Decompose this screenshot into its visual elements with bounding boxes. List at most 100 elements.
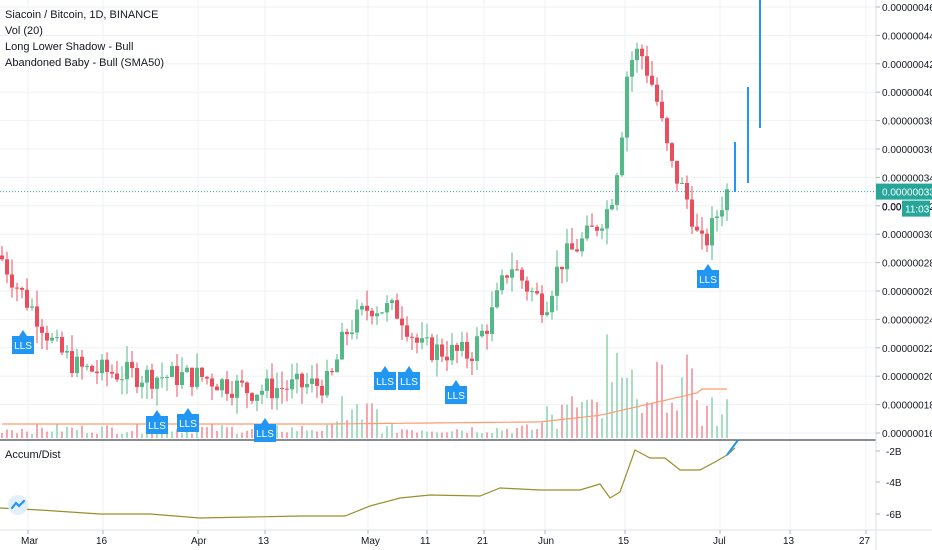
candle-body <box>80 356 84 367</box>
volume-bar <box>176 429 178 438</box>
candle-body <box>250 393 254 401</box>
volume-bar <box>711 397 713 438</box>
candle-body <box>265 378 269 391</box>
time-tick-label: Mar <box>21 536 39 547</box>
candle-body <box>410 336 414 338</box>
candle-body <box>575 249 579 252</box>
candle-body <box>200 367 204 377</box>
volume-bar <box>361 419 363 438</box>
volume-bar <box>531 429 533 438</box>
candle-body <box>215 386 219 391</box>
volume-bar <box>511 433 513 438</box>
volume-bar <box>636 399 638 438</box>
ad-projection <box>726 439 739 456</box>
volume-bar <box>141 433 143 438</box>
candle-body <box>245 382 249 394</box>
candle-body <box>60 337 64 353</box>
current-price-badge[interactable] <box>876 183 932 200</box>
tradingview-logo[interactable] <box>8 495 28 515</box>
candle-body <box>40 326 44 333</box>
candle-body <box>705 233 709 246</box>
volume-bar <box>596 402 598 438</box>
volume-bar <box>591 399 593 438</box>
candle-body <box>45 332 49 341</box>
time-tick-label: May <box>361 536 380 547</box>
volume-bar <box>26 431 28 438</box>
time-tick-label: 15 <box>618 536 630 547</box>
candle-body <box>665 118 669 144</box>
candle-body <box>715 216 719 219</box>
volume-bar <box>136 424 138 438</box>
candle-body <box>610 204 614 210</box>
candle-body <box>725 189 729 211</box>
candle-body <box>370 310 374 317</box>
price-tick-label: 0.00000036 <box>882 145 932 156</box>
candle-body <box>350 332 354 335</box>
volume-bar <box>46 431 48 438</box>
symbol-title[interactable]: Siacoin / Bitcoin, 1D, BINANCE <box>5 9 159 21</box>
price-axis[interactable]: 0.00000046 0.00000044 0.00000042 0.00000040… <box>876 3 932 440</box>
candle-body <box>660 101 664 119</box>
volume-bar <box>206 427 208 438</box>
time-tick-label: 16 <box>96 536 108 547</box>
volume-bar <box>276 425 278 438</box>
volume-bar <box>311 430 313 438</box>
volume-bar <box>226 427 228 438</box>
candle-body <box>675 160 679 184</box>
badge-label: LLS <box>400 377 418 388</box>
indicator-abandoned-baby[interactable]: Abandoned Baby - Bull (SMA50) <box>5 57 164 69</box>
candle-body <box>130 361 134 369</box>
lls-badge[interactable]: LLS <box>177 408 199 432</box>
badge-label: LLS <box>14 341 32 352</box>
lls-badge[interactable]: LLS <box>12 330 34 354</box>
volume-bar <box>716 425 718 438</box>
price-tick-label: 0.00000030 <box>882 230 932 241</box>
lls-badge[interactable]: LLS <box>398 366 420 390</box>
lls-badge[interactable]: LLS <box>146 410 168 434</box>
volume-bar <box>541 422 543 438</box>
ad-tick-label: -6B <box>886 510 902 521</box>
volume-bar <box>221 425 223 438</box>
projection-lines <box>0 0 876 193</box>
candle-body <box>390 300 394 304</box>
volume-bar <box>461 430 463 438</box>
lls-badge[interactable]: LLS <box>697 264 719 288</box>
volume-bar <box>656 361 658 438</box>
volume-bar <box>126 432 128 438</box>
volume-bar <box>96 433 98 438</box>
volume-bar <box>121 433 123 438</box>
volume-bar <box>671 402 673 438</box>
candle-body <box>195 367 199 387</box>
indicator-long-lower-shadow[interactable]: Long Lower Shadow - Bull <box>5 41 134 53</box>
candle-body <box>490 307 494 334</box>
lls-badges[interactable]: LLS LLS LLS LLS LLS LLS LLS LLS <box>12 264 719 442</box>
time-axis[interactable]: Mar 16 Apr 13 May 11 21 Jun 15 Jul 13 27 <box>21 530 871 547</box>
price-tick-label: 0.00000046 <box>882 3 932 14</box>
candle-body <box>720 210 724 217</box>
candle-body <box>550 295 554 313</box>
indicator-volume[interactable]: Vol (20) <box>5 25 43 37</box>
lls-badge[interactable]: LLS <box>254 418 276 442</box>
candle-body <box>75 356 79 374</box>
candle-body <box>100 359 104 374</box>
volume-bar <box>426 431 428 438</box>
lls-badge[interactable]: LLS <box>374 366 396 390</box>
lls-badge[interactable]: LLS <box>445 380 467 404</box>
candle-body <box>325 371 329 396</box>
accum-dist-title[interactable]: Accum/Dist <box>5 449 61 461</box>
volume-bar <box>341 396 343 438</box>
volume-bar <box>106 425 108 438</box>
candle-body <box>710 218 714 246</box>
volume-bar <box>626 377 628 438</box>
candle-body <box>110 371 114 374</box>
volume-bar <box>81 425 83 438</box>
volume-bar <box>6 429 8 438</box>
price-tick-label: 0.00000034 <box>882 173 932 184</box>
price-tick-label: 0.00000018 <box>882 401 932 412</box>
candle-body <box>650 75 654 85</box>
candle-body <box>620 137 624 176</box>
candle-body <box>420 338 424 343</box>
candle-body <box>380 312 384 314</box>
volume-bar <box>486 432 488 438</box>
